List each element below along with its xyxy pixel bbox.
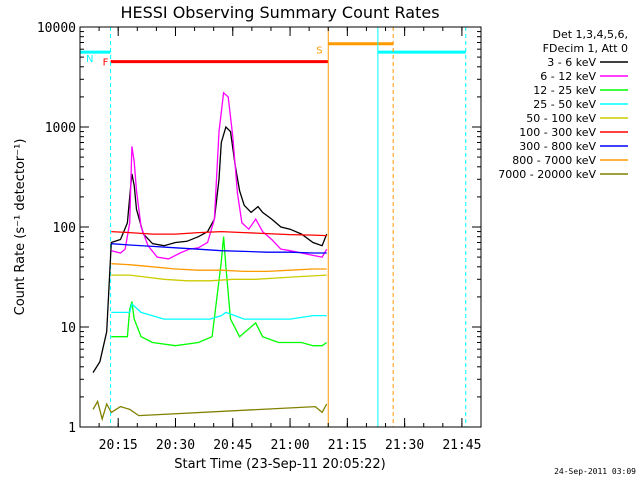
legend-label: 12 - 25 keV bbox=[533, 84, 596, 97]
legend-header: Det 1,3,4,5,6, bbox=[552, 28, 628, 41]
flag-bars: N F S bbox=[80, 42, 466, 69]
y-tick-label: 10 bbox=[60, 321, 76, 336]
y-tick-label: 100 bbox=[53, 221, 76, 236]
flag-label: F bbox=[103, 58, 109, 69]
y-tick-label: 1 bbox=[68, 421, 76, 436]
date-stamp: 24-Sep-2011 03:09 bbox=[554, 467, 636, 476]
legend-label: 6 - 12 keV bbox=[540, 70, 596, 83]
x-axis-label: Start Time (23-Sep-11 20:05:22) bbox=[174, 457, 385, 472]
flag-label: N bbox=[86, 54, 93, 65]
x-tick-label: 20:45 bbox=[213, 438, 252, 453]
legend-label: 300 - 800 keV bbox=[519, 140, 596, 153]
y-axis-label: Count Rate (s⁻¹ detector⁻¹) bbox=[13, 139, 28, 316]
series-line bbox=[92, 399, 328, 422]
y-tick-label: 1000 bbox=[45, 121, 76, 136]
legend-header: FDecim 1, Att 0 bbox=[543, 42, 628, 55]
legend: Det 1,3,4,5,6,FDecim 1, Att 03 - 6 keV6 … bbox=[498, 28, 628, 181]
series-line bbox=[111, 274, 327, 282]
y-axis: 1 10 100 1000 10000 bbox=[37, 21, 481, 436]
x-tick-label: 20:30 bbox=[156, 438, 195, 453]
legend-label: 7000 - 20000 keV bbox=[498, 168, 596, 181]
x-tick-label: 21:00 bbox=[270, 438, 309, 453]
legend-label: 100 - 300 keV bbox=[519, 126, 596, 139]
x-tick-label: 20:15 bbox=[99, 438, 138, 453]
y-tick-label: 10000 bbox=[37, 21, 76, 36]
flag-label: S bbox=[316, 46, 322, 57]
x-tick-label: 21:15 bbox=[328, 438, 367, 453]
x-axis: 20:15 20:30 20:45 21:00 21:15 21:30 21:45 bbox=[79, 27, 481, 453]
legend-label: 25 - 50 keV bbox=[533, 98, 596, 111]
legend-label: 800 - 7000 keV bbox=[512, 154, 596, 167]
series-line bbox=[111, 91, 328, 260]
legend-label: 50 - 100 keV bbox=[526, 112, 596, 125]
x-tick-label: 21:45 bbox=[442, 438, 481, 453]
chart-title: HESSI Observing Summary Count Rates bbox=[120, 3, 439, 22]
attenuator-markers bbox=[79, 27, 467, 427]
legend-label: 3 - 6 keV bbox=[547, 56, 596, 69]
series-line bbox=[111, 236, 328, 347]
series-line bbox=[111, 243, 327, 254]
x-tick-label: 21:30 bbox=[385, 438, 424, 453]
series-line bbox=[111, 263, 327, 273]
series-line bbox=[111, 302, 327, 320]
series-lines bbox=[92, 91, 328, 422]
series-line bbox=[111, 230, 327, 237]
